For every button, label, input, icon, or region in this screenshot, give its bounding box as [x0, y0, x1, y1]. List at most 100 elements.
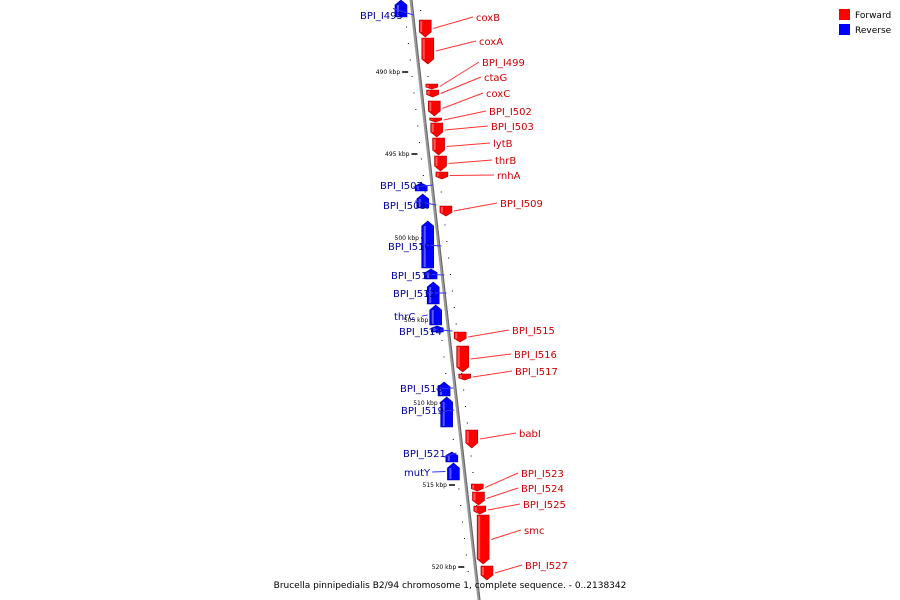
gene-arrow-shine [418, 198, 421, 207]
gene-label-coxb[interactable]: coxB [476, 13, 500, 24]
gene-connector [490, 529, 522, 540]
gene-arrow-babi[interactable] [465, 429, 479, 449]
gene-arrow-bpi_i524[interactable] [472, 491, 485, 506]
gene-label-ctag[interactable]: ctaG [484, 73, 507, 84]
gene-arrow-bpi_i521[interactable] [445, 451, 459, 463]
gene-label-smc[interactable]: smc [524, 526, 544, 537]
gene-connector [392, 8, 414, 16]
gene-label-coxa[interactable]: coxA [479, 37, 503, 48]
minor-tick [420, 158, 422, 160]
gene-arrow-smc[interactable] [476, 514, 490, 565]
gene-arrow-bpi_i508[interactable] [416, 193, 430, 209]
gene-arrow-lytb[interactable] [432, 137, 445, 156]
gene-arrow-bpi_i495[interactable] [394, 0, 408, 18]
gene-arrow-shine [481, 567, 484, 576]
gene-connector [440, 76, 482, 94]
gene-arrow-bpi_i515[interactable] [453, 331, 467, 343]
gene-connector [446, 142, 491, 147]
gene-connector [472, 370, 513, 378]
minor-tick [463, 389, 465, 391]
gene-label-bpi_i523[interactable]: BPI_I523 [521, 469, 564, 480]
gene-label-coxc[interactable]: coxC [486, 89, 510, 100]
gene-arrow-bpi_i502[interactable] [429, 117, 442, 123]
gene-label-bpi_i499[interactable]: BPI_I499 [482, 58, 525, 69]
gene-arrow-bpi_i509[interactable] [439, 205, 453, 217]
gene-connector [443, 452, 457, 458]
gene-arrow-muty[interactable] [447, 462, 460, 481]
gene-label-bpi_i503[interactable]: BPI_I503 [491, 122, 534, 133]
minor-tick [406, 26, 408, 28]
minor-tick [426, 208, 428, 209]
gene-label-bpi_i521[interactable]: BPI_I521 [403, 449, 446, 460]
gene-features: BPI_I495 coxB coxA BPI_I499 ctaG coxC BPI_I502… [360, 0, 568, 581]
gene-arrow-shine [459, 375, 462, 378]
minor-tick [467, 571, 469, 572]
gene-label-thrc[interactable]: thrC [394, 312, 415, 323]
gene-connector [453, 202, 498, 212]
gene-label-rnha[interactable]: rnhA [497, 171, 521, 182]
gene-arrow-bpi_i503[interactable] [430, 122, 444, 138]
gene-arrow-shine [427, 272, 430, 278]
gene-label-bpi_i511[interactable]: BPI_I511 [391, 271, 434, 282]
gene-arrow-ctag[interactable] [426, 89, 439, 98]
gene-label-bpi_i518[interactable]: BPI_I518 [400, 384, 443, 395]
gene-arrow-rnha[interactable] [435, 171, 449, 180]
gene-label-bpi_i507[interactable]: BPI_I507 [380, 181, 423, 192]
tick-label: 495 kbp [385, 151, 410, 158]
gene-arrow-shine [420, 21, 423, 32]
gene-arrow-bpi_i517[interactable] [458, 373, 472, 381]
gene-arrow-coxb[interactable] [418, 19, 432, 38]
gene-arrow-bpi_i519[interactable] [440, 396, 453, 428]
gene-arrow-bpi_i527[interactable] [480, 565, 494, 581]
gene-label-bpi_i517[interactable]: BPI_I517 [515, 367, 558, 378]
gene-label-bpi_i509[interactable]: BPI_I509 [500, 199, 543, 210]
gene-connector [429, 328, 453, 332]
gene-label-bpi_i519[interactable]: BPI_I519 [401, 406, 444, 417]
gene-connector [414, 200, 437, 206]
gene-arrow-bpi_i516[interactable] [456, 345, 469, 373]
minor-tick [417, 125, 419, 127]
gene-label-muty[interactable]: mutY [404, 468, 431, 479]
gene-arrow-bpi_i510[interactable] [421, 220, 435, 269]
gene-arrow-thrc[interactable] [429, 304, 443, 326]
tick-label: 490 kbp [376, 69, 401, 76]
minor-tick [407, 43, 409, 44]
gene-arrow-bpi_i523[interactable] [470, 483, 484, 492]
gene-arrow-thrb[interactable] [434, 155, 447, 172]
gene-label-babi[interactable]: babI [519, 429, 541, 440]
minor-tick [448, 257, 450, 259]
gene-label-bpi_i495[interactable]: BPI_I495 [360, 11, 403, 22]
gene-arrow-bpi_i514[interactable] [430, 325, 444, 333]
gene-arrow-coxa[interactable] [421, 37, 435, 65]
gene-label-bpi_i516[interactable]: BPI_I516 [514, 350, 557, 361]
gene-connector [494, 564, 523, 574]
gene-label-thrb[interactable]: thrB [495, 156, 516, 167]
gene-label-bpi_i525[interactable]: BPI_I525 [523, 500, 566, 511]
minor-tick [460, 505, 462, 506]
gene-connector [486, 487, 519, 499]
gene-arrow-shine [478, 516, 481, 559]
gene-arrow-coxc[interactable] [427, 100, 441, 117]
gene-label-bpi_i510[interactable]: BPI_I510 [388, 242, 431, 253]
gene-label-bpi_i514[interactable]: BPI_I514 [399, 327, 442, 338]
gene-label-bpi_i524[interactable]: BPI_I524 [521, 484, 564, 495]
minor-tick [444, 224, 446, 226]
gene-label-bpi_i527[interactable]: BPI_I527 [525, 561, 568, 572]
gene-arrow-bpi_i499[interactable] [425, 83, 439, 90]
gene-connector [479, 432, 517, 440]
gene-label-bpi_i508[interactable]: BPI_I508 [383, 201, 426, 212]
gene-connector [438, 409, 455, 413]
gene-arrow-bpi_i525[interactable] [473, 505, 487, 515]
gene-arrow-shine [426, 85, 429, 87]
minor-tick [451, 290, 453, 292]
gene-label-bpi_i512[interactable]: BPI_I512 [393, 289, 436, 300]
gene-arrow-shine [449, 468, 452, 479]
gene-label-bpi_i515[interactable]: BPI_I515 [512, 326, 555, 337]
gene-label-bpi_i502[interactable]: BPI_I502 [489, 107, 532, 118]
gene-connector [413, 184, 434, 188]
gene-connector [442, 92, 484, 109]
gene-label-lytb[interactable]: lytB [493, 139, 513, 150]
minor-tick [411, 76, 413, 77]
gene-connector [443, 110, 487, 121]
minor-tick [465, 406, 467, 407]
